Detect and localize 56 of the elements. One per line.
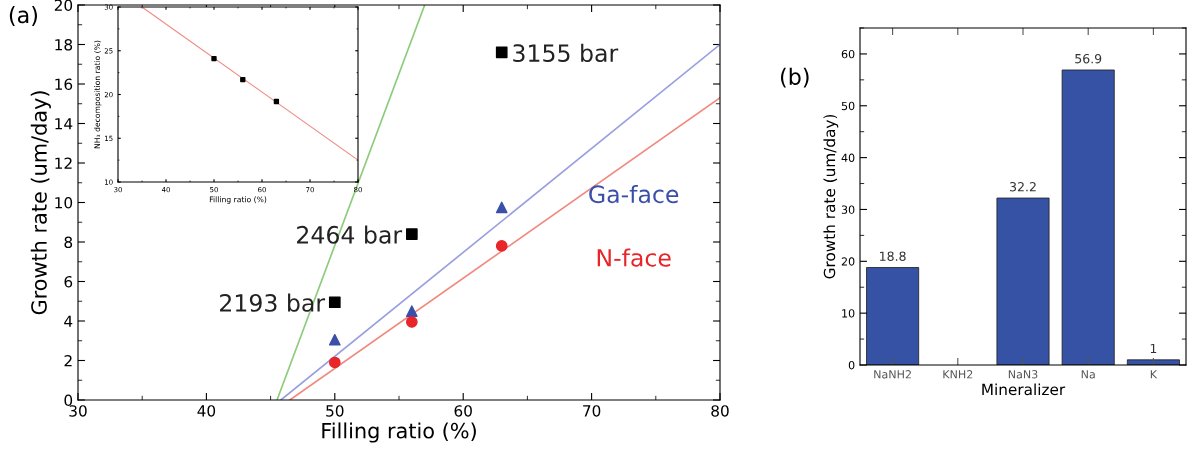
x-tick-label: 60: [454, 405, 472, 417]
text: N-face: [597, 248, 671, 267]
annotation: 2464 bar: [297, 225, 403, 244]
x-tick-label: 70: [583, 405, 601, 417]
data-label: 56.9: [1075, 53, 1102, 64]
bar: [996, 197, 1050, 365]
y-tick-label: 20: [841, 257, 855, 266]
chart-title: (a): [9, 6, 37, 26]
y-tick-label: 40: [841, 153, 855, 162]
y-tick-label: 0: [848, 360, 855, 370]
point: [240, 76, 246, 83]
data-label: 32.2: [1010, 182, 1036, 192]
x-tick-label: 40: [197, 405, 216, 417]
y-tick-label: 12: [55, 157, 72, 169]
x-tick-label: KNH2: [943, 370, 973, 379]
data-label: 1: [1150, 343, 1157, 354]
y-tick-label: 14: [55, 118, 73, 130]
point: [405, 316, 418, 328]
annotation: 3155 bar: [513, 43, 619, 63]
point: [211, 55, 217, 62]
point: [328, 333, 341, 346]
x-tick-label: K: [1150, 370, 1158, 379]
y-tick-label: 30: [841, 205, 855, 214]
y-tick-label: 60: [841, 49, 855, 59]
y-tick-label: 20: [54, 0, 73, 12]
point: [405, 228, 418, 240]
x-axis-title: Filling ratio (%): [322, 422, 476, 443]
bar: [866, 267, 920, 365]
y-tick-label: 16: [55, 78, 73, 91]
y-tick-label: 10: [842, 309, 855, 318]
point: [405, 305, 418, 317]
text: Ga-face: [589, 184, 679, 204]
x-tick-label: NaNH2: [874, 370, 911, 379]
y-tick-label: 10: [55, 196, 73, 209]
y-tick-label: 2: [64, 354, 72, 367]
x-tick-label: 80: [711, 405, 729, 417]
y-tick-label: 4: [64, 315, 73, 327]
data-label: 18.8: [880, 251, 906, 261]
x-tick-label: 50: [326, 405, 344, 417]
x-tick-label: NaN3: [1008, 370, 1038, 379]
point: [328, 356, 341, 369]
point: [495, 46, 508, 59]
bar: [1061, 69, 1115, 365]
y-axis-title: Growth rate (um/day): [823, 114, 839, 279]
y-tick-label: 8: [64, 236, 73, 249]
point: [495, 201, 508, 214]
y-tick-label: 18: [55, 38, 73, 51]
y-tick-label: 6: [64, 275, 73, 288]
point: [273, 98, 280, 105]
y-axis-title: Growth rate (um/day): [30, 91, 51, 315]
x-axis-title: Mineralizer: [982, 383, 1066, 396]
text: (b): [780, 67, 809, 88]
x-tick-label: Na: [1081, 370, 1095, 379]
point: [328, 296, 341, 309]
point: [495, 240, 508, 252]
y-tick-label: 50: [841, 101, 855, 111]
